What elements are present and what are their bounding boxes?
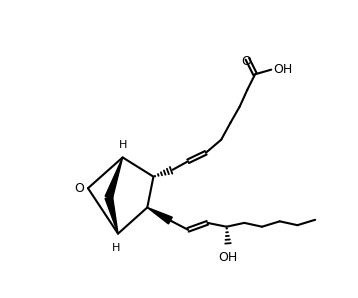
Text: OH: OH	[218, 251, 238, 264]
Text: H: H	[112, 243, 121, 253]
Polygon shape	[105, 196, 118, 234]
Text: O: O	[74, 182, 84, 195]
Text: H: H	[118, 140, 127, 150]
Text: O: O	[242, 55, 252, 68]
Text: OH: OH	[273, 63, 292, 76]
Polygon shape	[105, 157, 123, 199]
Polygon shape	[147, 207, 172, 224]
